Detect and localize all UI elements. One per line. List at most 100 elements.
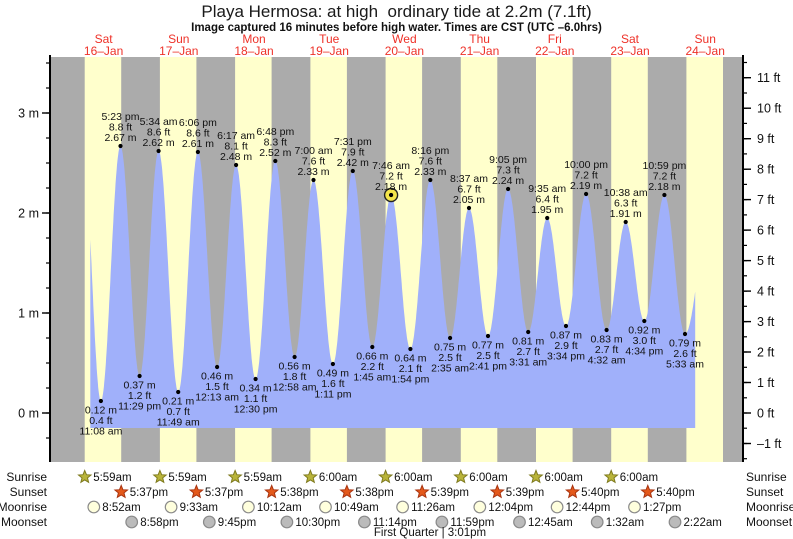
sunset-icon xyxy=(489,484,505,499)
high-tide-label: 6:17 am xyxy=(217,130,255,142)
sunset-time: 5:40pm xyxy=(656,487,694,499)
low-tide-dot xyxy=(370,344,375,350)
low-tide-dot xyxy=(408,346,413,352)
high-tide-label: 2.33 m xyxy=(414,166,446,178)
high-tide-label: 2.33 m xyxy=(297,166,329,178)
low-tide-label: 0.34 m xyxy=(240,383,272,395)
left-axis-label: 2 m xyxy=(18,207,39,221)
moonset-time: 10:30pm xyxy=(295,517,340,529)
high-tide-label: 6.7 ft xyxy=(457,184,480,196)
low-tide-label: 3:34 pm xyxy=(547,351,585,363)
low-tide-label: 0.66 m xyxy=(356,351,388,363)
high-tide-label: 1.95 m xyxy=(531,204,563,216)
right-axis-label: 3 ft xyxy=(757,315,775,329)
low-tide-dot xyxy=(682,331,688,337)
low-tide-dot xyxy=(292,354,297,360)
moonrise-time: 9:33am xyxy=(180,502,218,514)
right-axis-label: 6 ft xyxy=(757,224,775,238)
low-tide-label: 1:54 pm xyxy=(391,374,429,386)
low-tide-label: 12:30 pm xyxy=(234,404,278,416)
low-tide-label: 0.21 m xyxy=(162,396,194,408)
moonrise-time: 10:12am xyxy=(257,502,302,514)
row-label-left-sunset: Sunset xyxy=(10,485,48,499)
moonset-time: 9:45pm xyxy=(218,517,256,529)
high-tide-label: 6.3 ft xyxy=(614,198,637,210)
low-tide-label: 11:29 pm xyxy=(118,401,161,413)
low-tide-label: 0.46 m xyxy=(201,371,233,383)
sunrise-time: 5:59am xyxy=(244,472,282,484)
high-tide-dot xyxy=(662,192,667,198)
moonrise-icon xyxy=(241,500,255,514)
moonset-icon xyxy=(668,515,682,529)
high-tide-label: 8.3 ft xyxy=(264,137,287,149)
high-tide-label: 10:00 pm xyxy=(564,159,608,171)
low-tide-label: 0.7 ft xyxy=(167,406,190,418)
high-tide-label: 2.24 m xyxy=(492,175,524,187)
row-label-right-moonrise: Moonrise xyxy=(746,500,793,514)
low-tide-label: 0.81 m xyxy=(512,336,544,348)
right-axis-label: 10 ft xyxy=(757,102,782,116)
high-tide-label: 8.6 ft xyxy=(147,127,170,139)
high-tide-label: 2.42 m xyxy=(337,157,369,169)
low-tide-dot xyxy=(642,318,647,324)
high-tide-label: 2.05 m xyxy=(453,194,485,206)
low-tide-dot xyxy=(330,361,335,367)
low-tide-label: 1:11 pm xyxy=(314,389,351,401)
day-of-week-label: Mon xyxy=(242,32,265,46)
moonset-icon xyxy=(358,515,371,529)
high-tide-label: 7:46 am xyxy=(372,160,410,172)
right-axis-label: –1 ft xyxy=(757,437,782,451)
low-tide-label: 0.83 m xyxy=(591,334,623,346)
high-tide-label: 7.9 ft xyxy=(341,147,364,159)
day-of-week-label: Wed xyxy=(392,32,416,46)
high-tide-dot xyxy=(118,143,123,149)
high-tide-dot xyxy=(545,215,550,221)
sunrise-icon xyxy=(378,469,394,484)
sunset-icon xyxy=(414,484,430,499)
low-tide-label: 0.64 m xyxy=(394,353,426,365)
left-axis: 0 m 1 m 2 m 3 m xyxy=(18,55,51,462)
left-axis-label: 0 m xyxy=(18,407,39,421)
moonrise-time: 8:52am xyxy=(102,502,140,514)
high-tide-dot xyxy=(389,192,394,198)
high-tide-label: 6:48 pm xyxy=(256,126,294,138)
high-tide-label: 2.18 m xyxy=(375,181,407,193)
high-tide-dot xyxy=(195,149,200,155)
high-tide-label: 8:37 am xyxy=(450,173,488,185)
day-of-week-label: Fri xyxy=(548,32,562,46)
low-tide-label: 1.1 ft xyxy=(244,393,267,405)
low-tide-dot xyxy=(137,373,142,379)
right-axis-label: 11 ft xyxy=(757,71,781,85)
moonrise-icon xyxy=(473,500,487,514)
high-tide-label: 2.62 m xyxy=(143,137,175,149)
moonset-time: 12:45am xyxy=(528,517,573,529)
high-tide-dot xyxy=(428,177,433,183)
low-tide-dot xyxy=(604,327,609,333)
high-tide-label: 10:59 pm xyxy=(643,160,687,172)
high-tide-label: 1.91 m xyxy=(610,208,642,220)
left-axis-label: 3 m xyxy=(18,107,39,121)
left-axis-label: 1 m xyxy=(18,307,39,321)
page-title: Playa Hermosa: at high ordinary tide at … xyxy=(201,2,592,21)
high-tide-label: 7.2 ft xyxy=(574,170,597,182)
right-axis-label: 0 ft xyxy=(757,407,775,421)
low-tide-label: 0.79 m xyxy=(669,338,701,350)
day-date-label: 17–Jan xyxy=(159,44,198,58)
low-tide-label: 2.2 ft xyxy=(361,361,384,373)
sunset-time: 5:38pm xyxy=(280,487,318,499)
day-of-week-label: Sun xyxy=(695,32,716,46)
low-tide-label: 1.8 ft xyxy=(283,371,306,383)
moonrise-icon xyxy=(550,500,564,514)
high-tide-dot xyxy=(156,148,161,154)
row-label-left-moonrise: Moonrise xyxy=(0,500,47,514)
moonset-time: 2:22am xyxy=(684,517,722,529)
high-tide-label: 5:23 pm xyxy=(102,111,140,123)
sunrise-time: 5:59am xyxy=(168,472,206,484)
day-of-week-label: Thu xyxy=(469,32,490,46)
sunrise-time: 5:59am xyxy=(93,472,131,484)
sunrise-icon xyxy=(77,469,93,484)
sunset-icon xyxy=(640,484,656,499)
low-tide-label: 2.7 ft xyxy=(595,344,618,356)
high-tide-label: 7:31 pm xyxy=(334,136,372,148)
